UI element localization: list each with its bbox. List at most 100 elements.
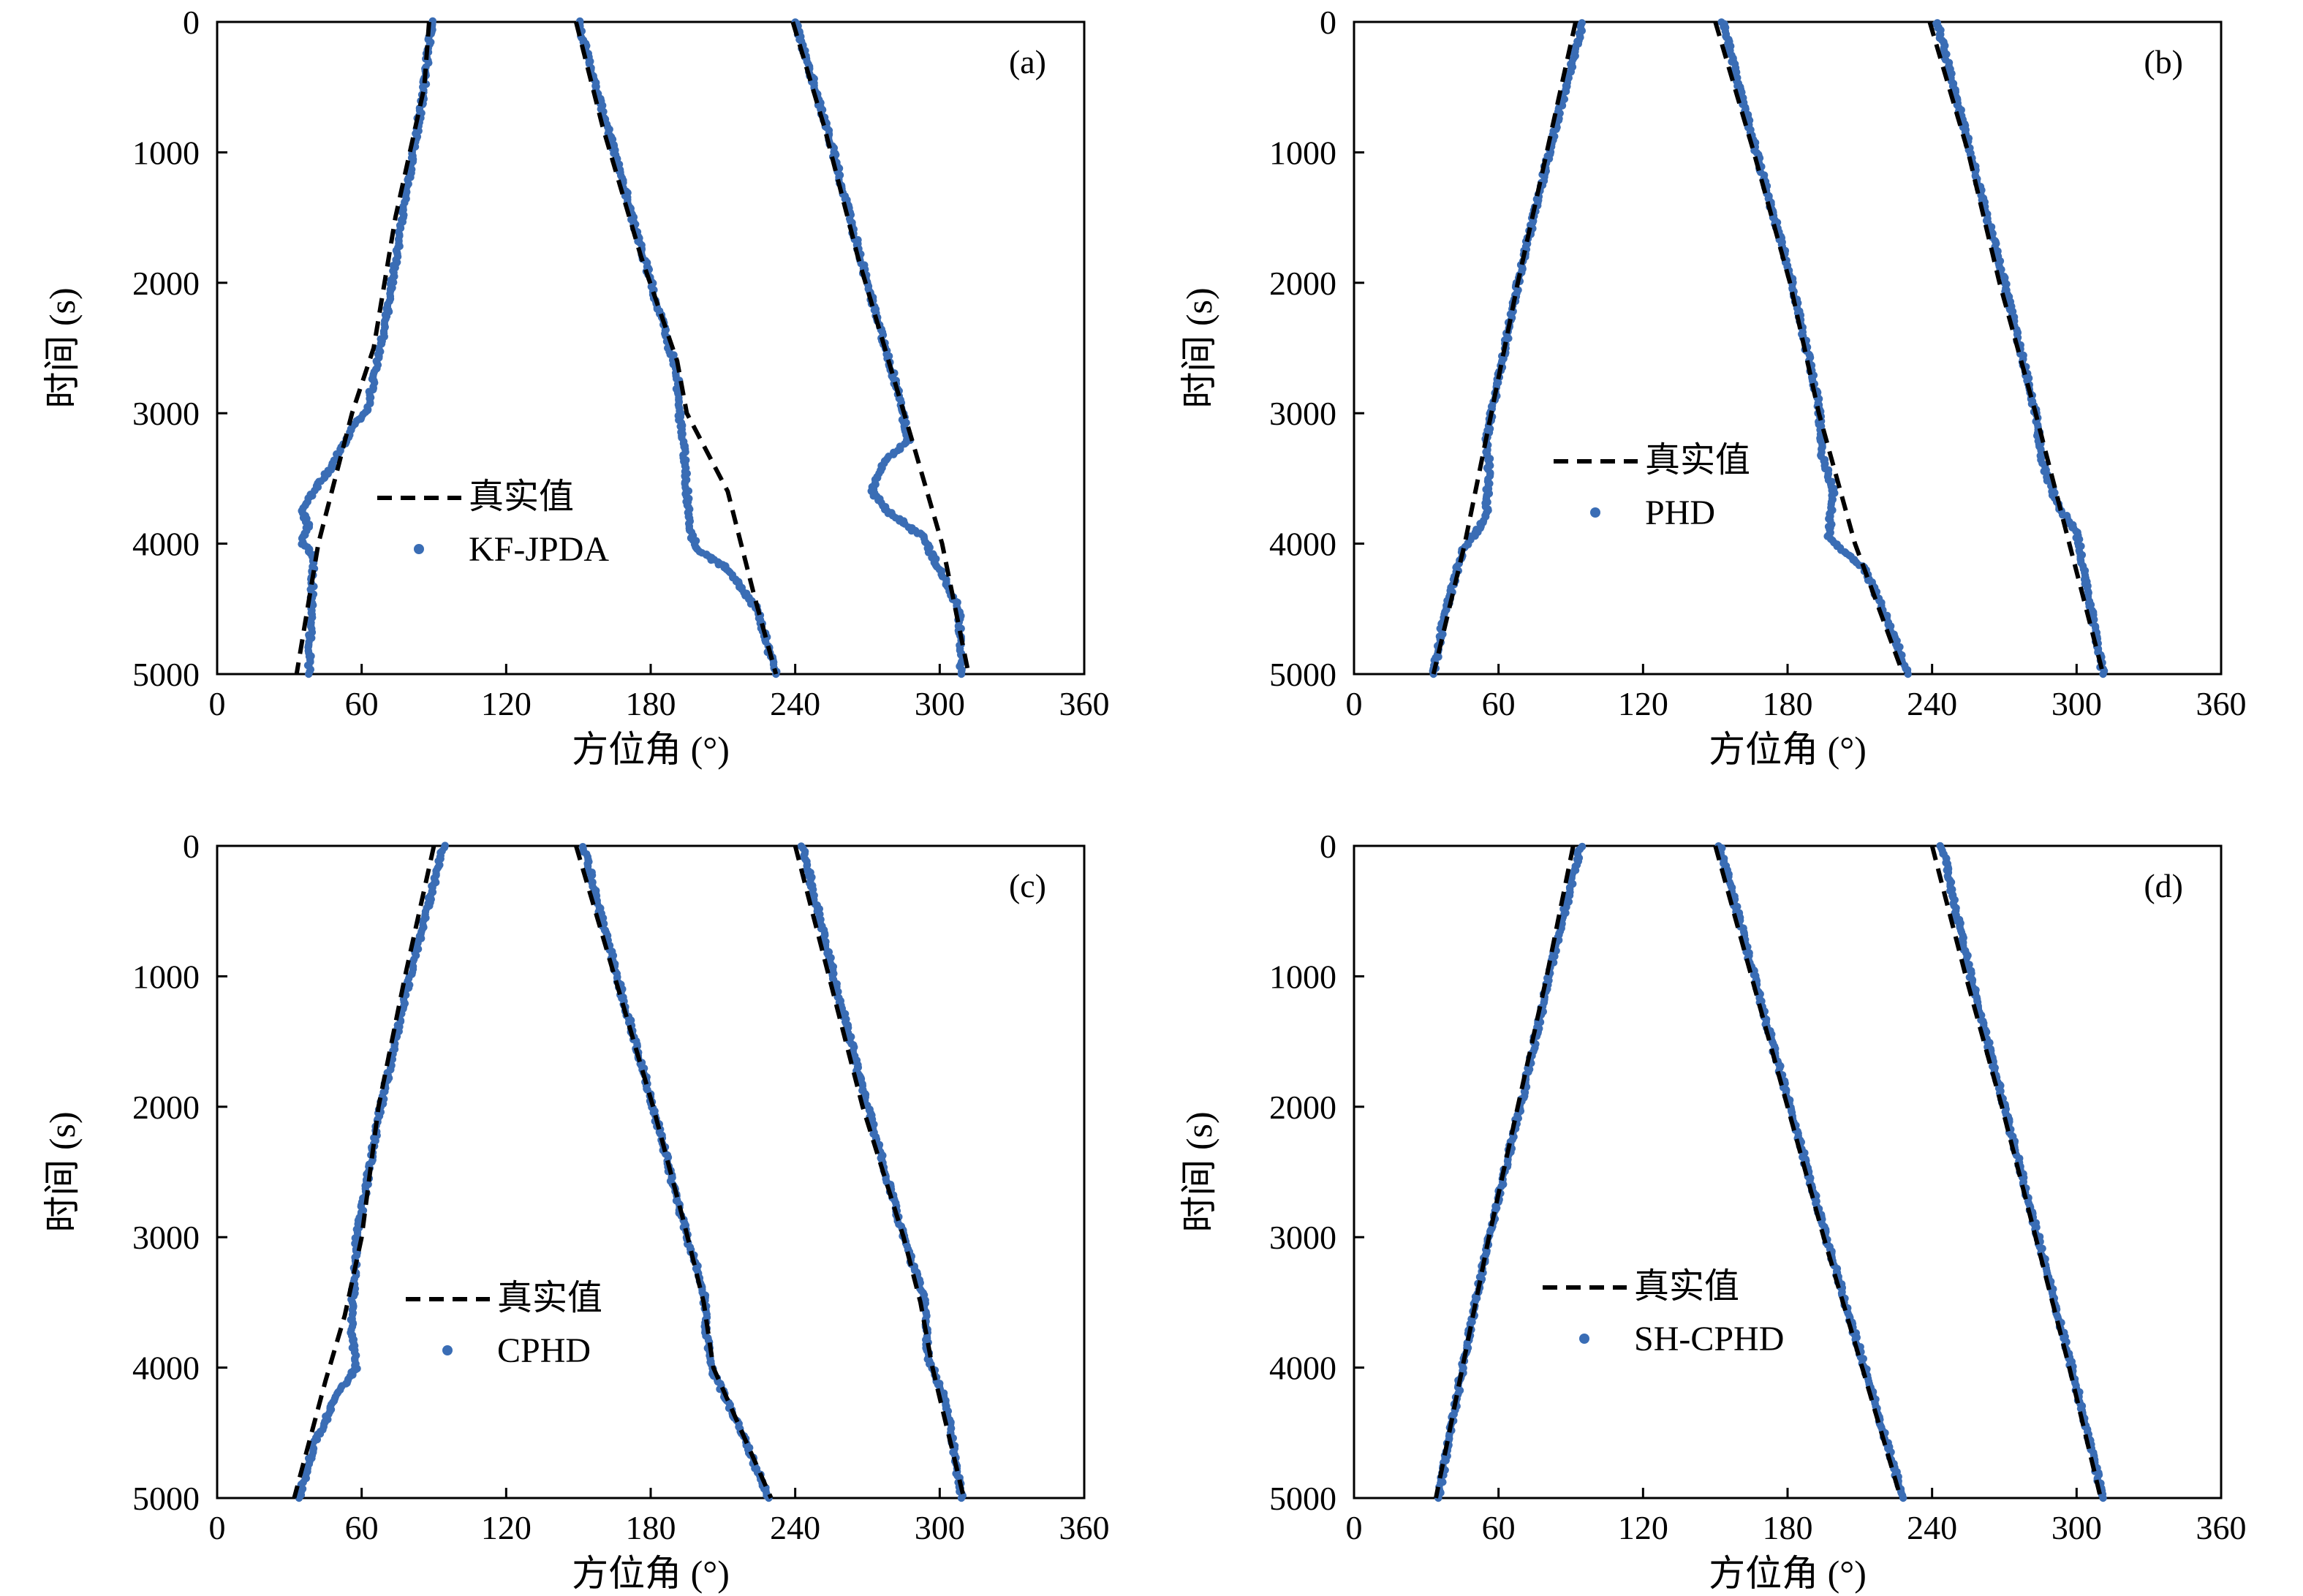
y-tick-label: 2000 bbox=[1269, 265, 1336, 302]
y-axis-title: 时间 (s) bbox=[42, 1111, 83, 1232]
x-tick-label: 120 bbox=[1618, 1509, 1668, 1546]
panel-label: (a) bbox=[1009, 43, 1046, 80]
truth-track-1 bbox=[292, 845, 436, 1499]
y-tick-label: 0 bbox=[183, 4, 200, 41]
y-tick-label: 1000 bbox=[1269, 134, 1336, 171]
truth-track-1 bbox=[294, 21, 431, 675]
x-axis-title: 方位角 (°) bbox=[572, 1553, 730, 1594]
legend: 真实值 PHD bbox=[1554, 441, 1750, 532]
x-tick-label: 0 bbox=[209, 685, 226, 722]
legend-estimate-swatch bbox=[442, 1345, 453, 1355]
truth-track-1 bbox=[1431, 21, 1578, 675]
x-tick-label: 180 bbox=[1763, 1509, 1813, 1546]
estimate-point bbox=[1899, 1494, 1907, 1502]
plot-frame bbox=[1353, 844, 2223, 1499]
y-tick-label: 1000 bbox=[132, 134, 200, 171]
estimate-point bbox=[304, 670, 313, 678]
x-tick-label: 120 bbox=[481, 685, 532, 722]
estimate-series bbox=[295, 842, 967, 1502]
estimate-point bbox=[295, 1494, 303, 1502]
x-tick-label: 180 bbox=[626, 1509, 676, 1546]
y-tick-label: 5000 bbox=[132, 1480, 200, 1517]
truth-track-2 bbox=[574, 845, 774, 1499]
legend-truth-label: 真实值 bbox=[497, 1279, 602, 1317]
plot-frame bbox=[216, 20, 1086, 676]
truth-track-3 bbox=[1927, 21, 2106, 675]
y-tick-label: 3000 bbox=[132, 395, 200, 432]
x-tick-label: 0 bbox=[209, 1509, 226, 1546]
y-tick-label: 4000 bbox=[1269, 1350, 1336, 1387]
y-tick-label: 2000 bbox=[1269, 1089, 1336, 1126]
legend-truth-label: 真实值 bbox=[1634, 1267, 1739, 1306]
panel-1: 0 60 120 180 240 300 360 0 1000 2000 3000 4000 5000 方… bbox=[42, 4, 1110, 770]
x-tick-label: 360 bbox=[2196, 1509, 2247, 1546]
y-axis-title: 时间 (s) bbox=[1179, 1111, 1219, 1232]
panel-2: 0 60 120 180 240 300 360 0 1000 2000 3000 4000 5000 方… bbox=[1179, 4, 2247, 770]
truth-series bbox=[294, 21, 971, 675]
y-tick-label: 0 bbox=[1320, 828, 1336, 865]
legend-estimate-swatch bbox=[414, 544, 424, 554]
x-tick-label: 180 bbox=[626, 685, 676, 722]
x-tick-label: 60 bbox=[345, 685, 379, 722]
legend: 真实值 CPHD bbox=[406, 1279, 602, 1370]
truth-track-2 bbox=[1713, 845, 1903, 1499]
panel-label: (d) bbox=[2144, 867, 2183, 904]
truth-track-3 bbox=[793, 845, 967, 1499]
estimate-track-1 bbox=[298, 17, 437, 678]
y-tick-label: 2000 bbox=[132, 265, 200, 302]
truth-track-3 bbox=[1929, 845, 2103, 1499]
x-axis-title: 方位角 (°) bbox=[1709, 729, 1867, 770]
estimate-point bbox=[1904, 670, 1912, 678]
x-tick-label: 240 bbox=[1907, 685, 1957, 722]
x-tick-label: 300 bbox=[915, 685, 965, 722]
y-tick-label: 5000 bbox=[1269, 1480, 1336, 1517]
x-tick-label: 0 bbox=[1346, 1509, 1363, 1546]
x-tick-label: 240 bbox=[1907, 1509, 1957, 1546]
y-tick-label: 5000 bbox=[1269, 656, 1336, 693]
panel-3: 0 60 120 180 240 300 360 0 1000 2000 3000 4000 5000 方… bbox=[42, 828, 1110, 1594]
truth-track-3 bbox=[790, 21, 971, 675]
legend-truth-label: 真实值 bbox=[1645, 441, 1750, 480]
y-tick-label: 2000 bbox=[132, 1089, 200, 1126]
estimate-track-1 bbox=[295, 842, 449, 1502]
x-tick-label: 300 bbox=[2051, 1509, 2102, 1546]
truth-series bbox=[1431, 21, 2106, 676]
panel-label: (b) bbox=[2144, 43, 2183, 80]
legend-truth-label: 真实值 bbox=[469, 477, 574, 516]
plot-frame bbox=[1353, 20, 2223, 676]
x-tick-label: 300 bbox=[915, 1509, 965, 1546]
x-axis-title: 方位角 (°) bbox=[1709, 1553, 1867, 1594]
x-tick-label: 180 bbox=[1763, 685, 1813, 722]
y-axis-title: 时间 (s) bbox=[1179, 287, 1219, 408]
y-tick-label: 3000 bbox=[1269, 395, 1336, 432]
legend-estimate-label: PHD bbox=[1645, 493, 1715, 532]
y-tick-label: 4000 bbox=[132, 526, 200, 563]
x-tick-label: 120 bbox=[481, 1509, 532, 1546]
y-tick-label: 5000 bbox=[132, 656, 200, 693]
legend-estimate-label: KF-JPDA bbox=[469, 530, 609, 569]
x-tick-label: 120 bbox=[1618, 685, 1668, 722]
y-tick-label: 1000 bbox=[1269, 958, 1336, 995]
x-tick-label: 60 bbox=[345, 1509, 379, 1546]
x-tick-label: 240 bbox=[770, 1509, 820, 1546]
x-tick-label: 360 bbox=[1059, 685, 1110, 722]
x-tick-label: 300 bbox=[2051, 685, 2102, 722]
legend-estimate-label: CPHD bbox=[497, 1331, 591, 1370]
x-tick-label: 360 bbox=[1059, 1509, 1110, 1546]
y-axis-title: 时间 (s) bbox=[42, 287, 83, 408]
truth-track-2 bbox=[573, 21, 779, 675]
estimate-series bbox=[298, 17, 967, 678]
legend-estimate-swatch bbox=[1590, 507, 1600, 518]
y-tick-label: 1000 bbox=[132, 958, 200, 995]
x-tick-label: 60 bbox=[1482, 1509, 1516, 1546]
x-axis-title: 方位角 (°) bbox=[572, 729, 730, 770]
y-tick-label: 3000 bbox=[132, 1219, 200, 1256]
x-tick-label: 60 bbox=[1482, 685, 1516, 722]
panel-label: (c) bbox=[1009, 867, 1046, 904]
legend-estimate-swatch bbox=[1579, 1334, 1589, 1344]
legend: 真实值 KF-JPDA bbox=[377, 477, 609, 569]
legend: 真实值 SH-CPHD bbox=[1543, 1267, 1784, 1358]
y-tick-label: 4000 bbox=[132, 1350, 200, 1387]
truth-series bbox=[1434, 845, 2103, 1499]
